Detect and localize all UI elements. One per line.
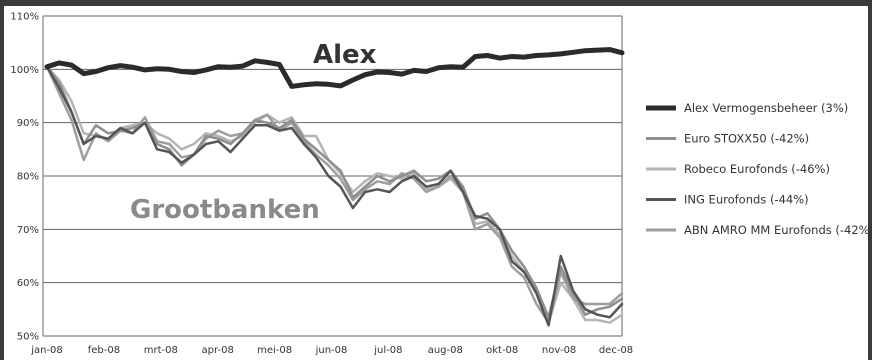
y-tick-label: 50% <box>17 332 39 343</box>
y-tick-label: 80% <box>17 172 39 183</box>
frame-border-right <box>868 0 872 360</box>
legend-label-4: ABN AMRO MM Eurofonds (-42%) <box>684 223 872 237</box>
x-tick-label: apr-08 <box>202 345 234 356</box>
annotation-alex: Alex <box>313 40 377 70</box>
y-axis-ticks: 50% 60% 70% 80% 90% 100% 110% <box>10 12 39 343</box>
y-tick-label: 110% <box>10 12 39 23</box>
y-tick-label: 100% <box>10 65 39 76</box>
x-tick-label: mei-08 <box>257 345 292 356</box>
series-line-0 <box>44 47 625 89</box>
y-tick-label: 90% <box>17 118 39 129</box>
frame-border-top <box>0 0 872 6</box>
y-tick-label: 70% <box>17 225 39 236</box>
x-tick-label: jan-08 <box>30 345 63 356</box>
frame-border-left <box>0 0 4 360</box>
series-line-4 <box>45 65 624 324</box>
x-tick-label: dec-08 <box>599 345 633 356</box>
legend: Alex Vermogensbeheer (3%) Euro STOXX50 (-… <box>646 101 872 237</box>
y-tick-label: 60% <box>17 278 39 289</box>
series-line-3 <box>45 65 624 327</box>
x-tick-label: jun-08 <box>315 345 348 356</box>
series-line-1 <box>45 65 624 319</box>
x-tick-label: okt-08 <box>486 345 518 356</box>
x-tick-label: feb-08 <box>88 345 120 356</box>
legend-label-0: Alex Vermogensbeheer (3%) <box>684 101 848 115</box>
legend-label-1: Euro STOXX50 (-42%) <box>684 132 809 146</box>
annotation-grootbanken: Grootbanken <box>130 195 320 225</box>
x-tick-label: jul-08 <box>373 345 402 356</box>
x-tick-label: nov-08 <box>542 345 576 356</box>
legend-label-3: ING Eurofonds (-44%) <box>684 193 809 207</box>
series-lines <box>44 47 625 327</box>
x-tick-label: mrt-08 <box>144 345 178 356</box>
x-axis-ticks: jan-08 feb-08 mrt-08 apr-08 mei-08 jun-08 jul-… <box>30 345 633 356</box>
legend-label-2: Robeco Eurofonds (-46%) <box>684 162 830 176</box>
x-tick-label: aug-08 <box>428 345 463 356</box>
